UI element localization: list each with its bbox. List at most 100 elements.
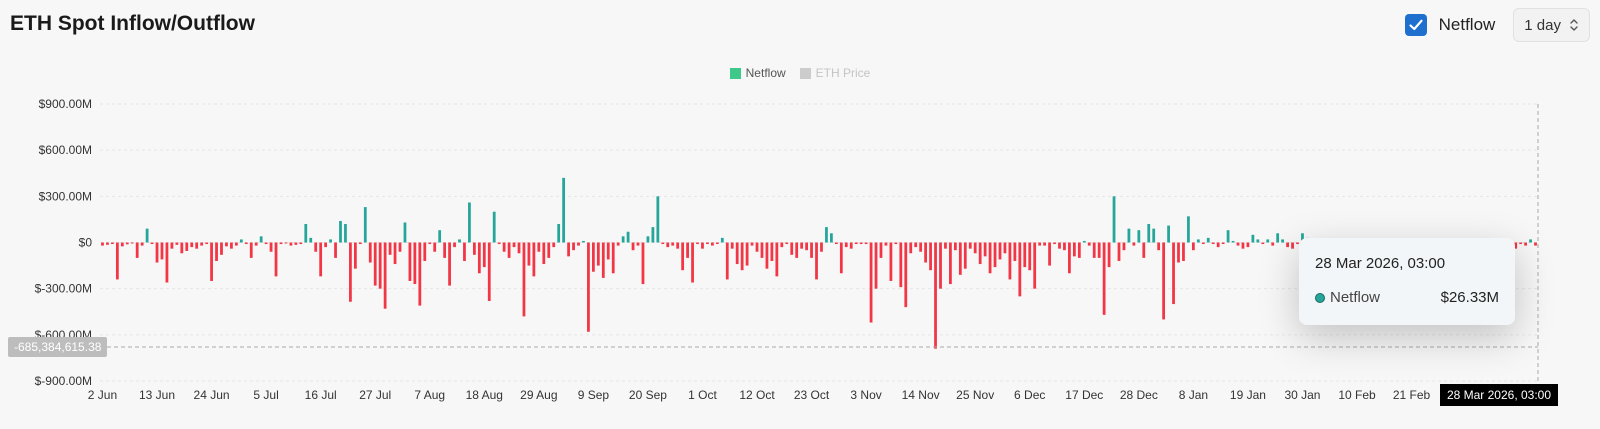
bar[interactable] (854, 242, 858, 245)
bar[interactable] (115, 242, 119, 280)
bar[interactable] (1271, 242, 1275, 246)
bar[interactable] (383, 242, 387, 309)
bar[interactable] (453, 242, 456, 248)
bar[interactable] (294, 242, 298, 245)
bar[interactable] (1167, 225, 1170, 243)
bar[interactable] (433, 242, 437, 252)
bar[interactable] (1018, 242, 1022, 297)
bar[interactable] (681, 242, 685, 271)
bar[interactable] (239, 239, 243, 243)
bar[interactable] (666, 242, 670, 248)
bar[interactable] (413, 242, 417, 285)
bar[interactable] (1127, 228, 1131, 243)
bar[interactable] (606, 242, 610, 260)
bar[interactable] (978, 242, 982, 265)
bar[interactable] (656, 196, 660, 243)
bar[interactable] (234, 242, 238, 246)
bar[interactable] (353, 242, 357, 269)
bar[interactable] (591, 242, 595, 272)
bar[interactable] (527, 242, 531, 266)
netflow-toggle-label[interactable]: Netflow (1438, 15, 1496, 34)
bar[interactable] (373, 242, 377, 286)
bar[interactable] (1112, 196, 1116, 243)
bar[interactable] (795, 242, 799, 258)
bar[interactable] (1182, 242, 1185, 261)
bar[interactable] (929, 242, 932, 271)
bar[interactable] (582, 240, 585, 243)
bar[interactable] (810, 242, 813, 258)
bar[interactable] (1072, 242, 1076, 257)
bar[interactable] (1132, 242, 1136, 246)
bar[interactable] (869, 242, 873, 323)
bar[interactable] (220, 242, 223, 255)
bar[interactable] (1301, 233, 1304, 243)
bar[interactable] (1003, 242, 1007, 254)
bar[interactable] (1519, 242, 1523, 245)
bar[interactable] (775, 242, 779, 277)
bar[interactable] (1162, 242, 1166, 320)
bar[interactable] (1201, 242, 1205, 245)
bar[interactable] (1256, 239, 1260, 243)
bar[interactable] (1177, 242, 1180, 263)
bar[interactable] (750, 242, 754, 246)
bar[interactable] (1063, 242, 1066, 251)
bar[interactable] (334, 242, 337, 258)
bar[interactable] (1291, 242, 1294, 249)
bar[interactable] (1102, 242, 1106, 315)
bar[interactable] (200, 242, 204, 246)
bar[interactable] (309, 237, 313, 243)
bar[interactable] (487, 242, 491, 301)
bar[interactable] (616, 242, 620, 246)
bar[interactable] (785, 242, 789, 245)
bar[interactable] (497, 242, 501, 245)
bar[interactable] (1097, 242, 1101, 258)
bar[interactable] (914, 242, 918, 248)
bar[interactable] (111, 242, 114, 245)
bar[interactable] (492, 211, 496, 243)
bar[interactable] (349, 242, 352, 302)
bar[interactable] (244, 242, 248, 245)
bar[interactable] (170, 242, 174, 249)
bar[interactable] (264, 242, 268, 245)
bar[interactable] (225, 242, 228, 247)
bar[interactable] (1241, 242, 1245, 249)
bar[interactable] (844, 242, 848, 248)
bar[interactable] (1058, 242, 1061, 249)
bar[interactable] (706, 242, 709, 245)
bar[interactable] (919, 242, 923, 252)
bar[interactable] (805, 242, 808, 251)
bar[interactable] (740, 242, 744, 271)
bar[interactable] (874, 242, 878, 289)
bar[interactable] (626, 231, 630, 243)
bar[interactable] (468, 202, 471, 243)
bar[interactable] (1296, 242, 1299, 245)
bar[interactable] (1206, 237, 1210, 243)
bar[interactable] (879, 242, 883, 258)
bar[interactable] (949, 242, 952, 285)
netflow-checkbox[interactable] (1404, 14, 1427, 36)
bar[interactable] (661, 242, 665, 245)
bar[interactable] (542, 242, 546, 265)
bar[interactable] (859, 242, 863, 245)
bar[interactable] (448, 242, 451, 286)
bar[interactable] (150, 242, 154, 245)
bar[interactable] (636, 242, 640, 246)
bar[interactable] (944, 242, 947, 249)
bar[interactable] (284, 242, 288, 244)
bar[interactable] (849, 242, 853, 249)
bar[interactable] (106, 242, 109, 245)
bar[interactable] (904, 242, 908, 308)
bar[interactable] (1261, 242, 1265, 245)
bar[interactable] (725, 242, 729, 280)
bar[interactable] (577, 242, 580, 246)
bar[interactable] (1172, 242, 1175, 305)
bar[interactable] (1117, 242, 1121, 261)
bar[interactable] (378, 242, 382, 289)
bar[interactable] (130, 242, 134, 244)
bar[interactable] (552, 242, 556, 248)
bar[interactable] (765, 242, 769, 269)
bar[interactable] (185, 242, 189, 251)
bar[interactable] (279, 242, 283, 245)
bar[interactable] (120, 242, 124, 247)
bar[interactable] (621, 236, 625, 243)
